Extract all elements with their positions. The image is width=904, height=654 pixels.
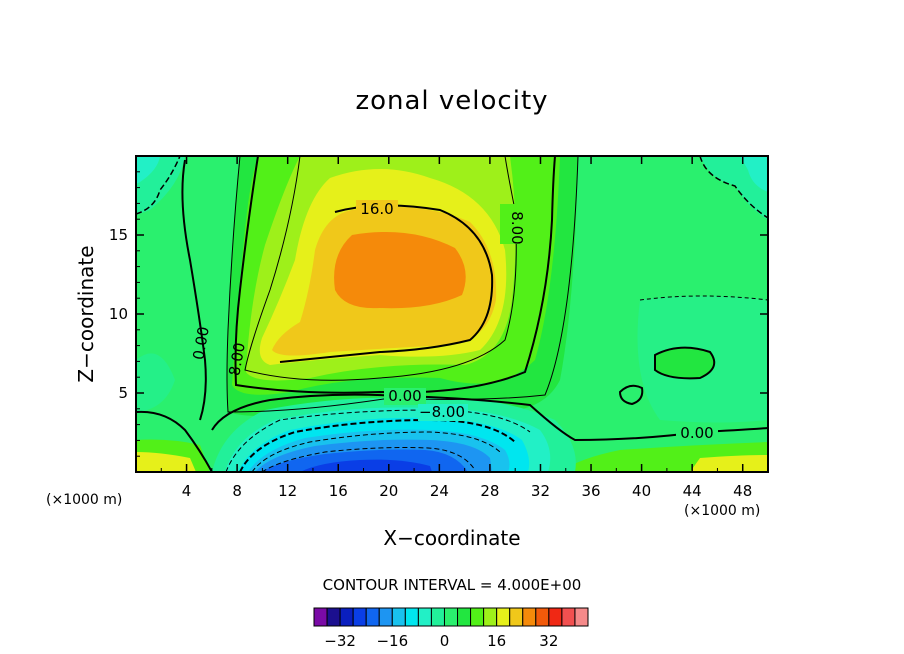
contour-label: 0.00 [388,387,421,405]
y-tick-label: 15 [109,226,128,244]
contour-label: 8.00 [225,341,249,377]
contour-label: −8.00 [419,403,465,421]
colorbar-swatch [443,607,459,627]
filled-contours [136,156,768,472]
colorbar-swatch [457,607,472,627]
colorbar: −32 −16 0 16 32 [313,607,589,650]
contour-label: 0.00 [680,424,713,442]
x-tick-label: 4 [182,482,192,500]
contour-0-left [136,410,213,472]
colorbar-tick-label: 32 [539,632,558,650]
colorbar-swatch [496,607,511,627]
x-tick-label: 24 [430,482,449,500]
band-neg8-neg4-topleft [136,156,160,184]
contour-neg20 [261,447,476,472]
x-axis-label: X−coordinate [383,526,521,550]
contour-0-upper [181,159,207,421]
x-tick-label: 40 [632,482,651,500]
colorbar-swatch [404,607,419,627]
contour-label: 0.00 [189,325,213,361]
x-tick-label: 8 [232,482,242,500]
contour-labels: 16.0 8.00 8.00 0.00 0.00 0.00 −8.00 [189,200,718,442]
colorbar-swatch [430,607,445,627]
contour-neg4-topright [699,156,768,219]
contour-blob [654,346,716,380]
x-tick-label: 20 [379,482,398,500]
x-unit-left: (×1000 m) [46,492,123,508]
x-tick-label: 32 [531,482,550,500]
colorbar-swatch [391,607,406,627]
colorbar-tick-label: 16 [487,632,506,650]
contour-8 [234,156,556,394]
colorbar-tick-label: −32 [324,632,356,650]
band-neg8-neg4-topright [740,156,768,192]
contour-neg4-right [639,295,768,301]
colorbar-swatch [470,607,485,627]
chart-title: zonal velocity [355,86,549,116]
contour-neg12 [251,431,501,472]
x-tick-label: 44 [683,482,702,500]
contour-neg8 [239,418,516,472]
contour-interval-label: CONTOUR INTERVAL = 4.000E+00 [322,576,582,594]
contour-neg4-topleft [136,156,181,215]
band-16-20-bottomleft [136,452,196,472]
contour-label: 8.00 [508,211,526,244]
colorbar-swatch [378,607,393,627]
band-4-8-blob [655,347,715,379]
x-tick-label: 48 [733,482,752,500]
colorbar-swatch [365,607,380,627]
colorbar-swatch [483,607,498,627]
band-neg4-0-left [136,353,175,412]
colorbar-swatch [509,607,524,627]
colorbar-swatch [339,607,354,627]
x-tick-label: 28 [480,482,499,500]
colorbar-swatch [535,607,550,627]
x-tick-label: 12 [278,482,297,500]
y-tick-label: 5 [118,384,128,402]
colorbar-swatch [561,607,576,627]
colorbar-swatch [417,607,432,627]
x-unit-right: (×1000 m) [684,503,761,519]
contour-4 [226,156,579,413]
band-neg28-neg24 [300,459,432,472]
colorbar-swatch [352,607,367,627]
contour-16 [279,204,494,363]
band-24-28 [334,231,466,309]
colorbar-tick-label: −16 [376,632,408,650]
x-axis-ticks: 4 8 12 16 20 24 28 32 36 40 44 48 [160,156,752,500]
colorbar-swatch [326,607,341,627]
colorbar-swatch [574,607,589,627]
colorbar-swatch [313,607,328,627]
band-16-20-bottomright [690,455,768,472]
colorbar-tick-label: 0 [440,632,450,650]
contour-label: 16.0 [360,200,393,218]
y-tick-label: 10 [109,305,128,323]
colorbar-swatch [522,607,537,627]
x-tick-label: 16 [329,482,348,500]
x-tick-label: 36 [581,482,600,500]
y-axis-ticks: 5 10 15 [109,171,768,457]
contour-blob-small [618,384,644,406]
contour-neg4 [225,409,531,472]
colorbar-swatch [548,607,563,627]
